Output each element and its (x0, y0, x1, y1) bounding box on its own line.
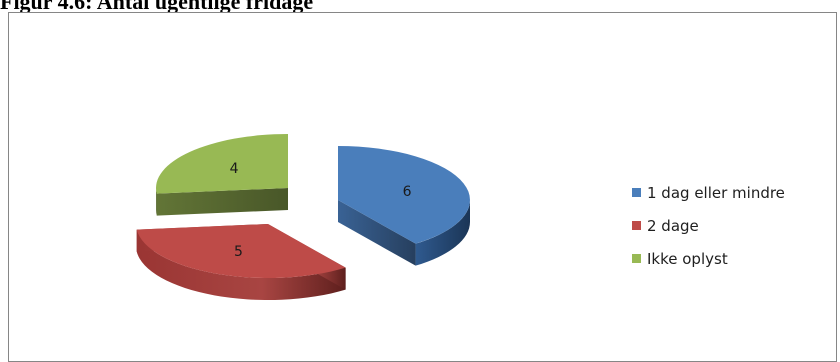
pie-slice-wall-ikke-oplyst (156, 188, 288, 216)
legend-label: 1 dag eller mindre (647, 183, 785, 202)
pie-slice-wall-1-dag-eller-mindre (338, 200, 416, 266)
figure-title: Figur 4.6: Antal ugentlige fridage (0, 0, 314, 14)
data-label-ikke-oplyst: 4 (230, 161, 239, 177)
pie-slice-side-ikke-oplyst (156, 188, 157, 216)
legend-label: Ikke oplyst (647, 249, 728, 268)
pie-slice-2-dage (136, 224, 346, 278)
legend-swatch (632, 254, 641, 263)
legend-item-ikke-oplyst: Ikke oplyst (632, 242, 785, 275)
pie-slice-ikke-oplyst (156, 134, 288, 194)
legend-item-1-dag-eller-mindre: 1 dag eller mindre (632, 176, 785, 209)
legend: 1 dag eller mindre 2 dage Ikke oplyst (632, 176, 785, 275)
legend-label: 2 dage (647, 216, 699, 235)
legend-swatch (632, 188, 641, 197)
pie-slice-side-2-dage (136, 229, 346, 300)
pie-slice-side-1-dag-eller-mindre (415, 200, 470, 266)
data-label-1-dag-eller-mindre: 6 (403, 184, 412, 200)
data-label-2-dage: 5 (234, 244, 243, 260)
legend-swatch (632, 221, 641, 230)
legend-item-2-dage: 2 dage (632, 209, 785, 242)
pie-slice-1-dag-eller-mindre (338, 146, 470, 244)
